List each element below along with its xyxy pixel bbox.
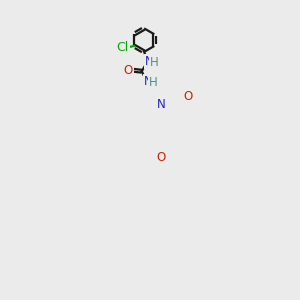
Text: O: O [124, 64, 133, 76]
Text: N: N [144, 75, 153, 88]
Text: H: H [148, 76, 157, 89]
Text: O: O [184, 90, 193, 103]
Text: O: O [156, 151, 165, 164]
Text: Cl: Cl [116, 41, 129, 54]
Text: N: N [145, 55, 154, 68]
Text: N: N [157, 98, 166, 111]
Text: H: H [150, 56, 158, 69]
